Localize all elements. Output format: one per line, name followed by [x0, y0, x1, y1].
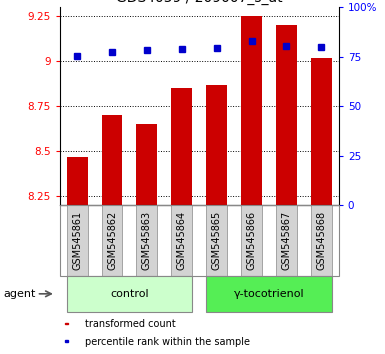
Text: GSM545861: GSM545861: [72, 211, 82, 270]
Bar: [136, 205, 157, 276]
Bar: [171, 88, 192, 205]
Bar: [102, 115, 122, 205]
Bar: [241, 205, 262, 276]
Text: GSM545866: GSM545866: [246, 211, 256, 270]
Text: GSM545862: GSM545862: [107, 211, 117, 270]
Bar: [65, 322, 68, 324]
Bar: [206, 205, 227, 276]
Title: GDS4059 / 209007_s_at: GDS4059 / 209007_s_at: [116, 0, 283, 5]
Text: GSM545867: GSM545867: [281, 211, 291, 270]
Bar: [241, 16, 262, 205]
Bar: [311, 205, 332, 276]
Bar: [65, 341, 68, 342]
Bar: [276, 205, 297, 276]
Bar: [206, 276, 332, 312]
Text: transformed count: transformed count: [85, 319, 176, 329]
Text: agent: agent: [4, 289, 36, 299]
Bar: [67, 276, 192, 312]
Text: GSM545865: GSM545865: [212, 211, 222, 270]
Bar: [311, 58, 332, 205]
Text: GSM545863: GSM545863: [142, 211, 152, 270]
Text: GSM545864: GSM545864: [177, 211, 187, 270]
Text: γ-tocotrienol: γ-tocotrienol: [234, 289, 304, 299]
Text: percentile rank within the sample: percentile rank within the sample: [85, 337, 250, 347]
Text: GSM545868: GSM545868: [316, 211, 326, 270]
Text: control: control: [110, 289, 149, 299]
Bar: [136, 124, 157, 205]
Bar: [102, 205, 122, 276]
Bar: [67, 205, 88, 276]
Bar: [206, 85, 227, 205]
Bar: [67, 157, 88, 205]
Bar: [276, 25, 297, 205]
Bar: [171, 205, 192, 276]
